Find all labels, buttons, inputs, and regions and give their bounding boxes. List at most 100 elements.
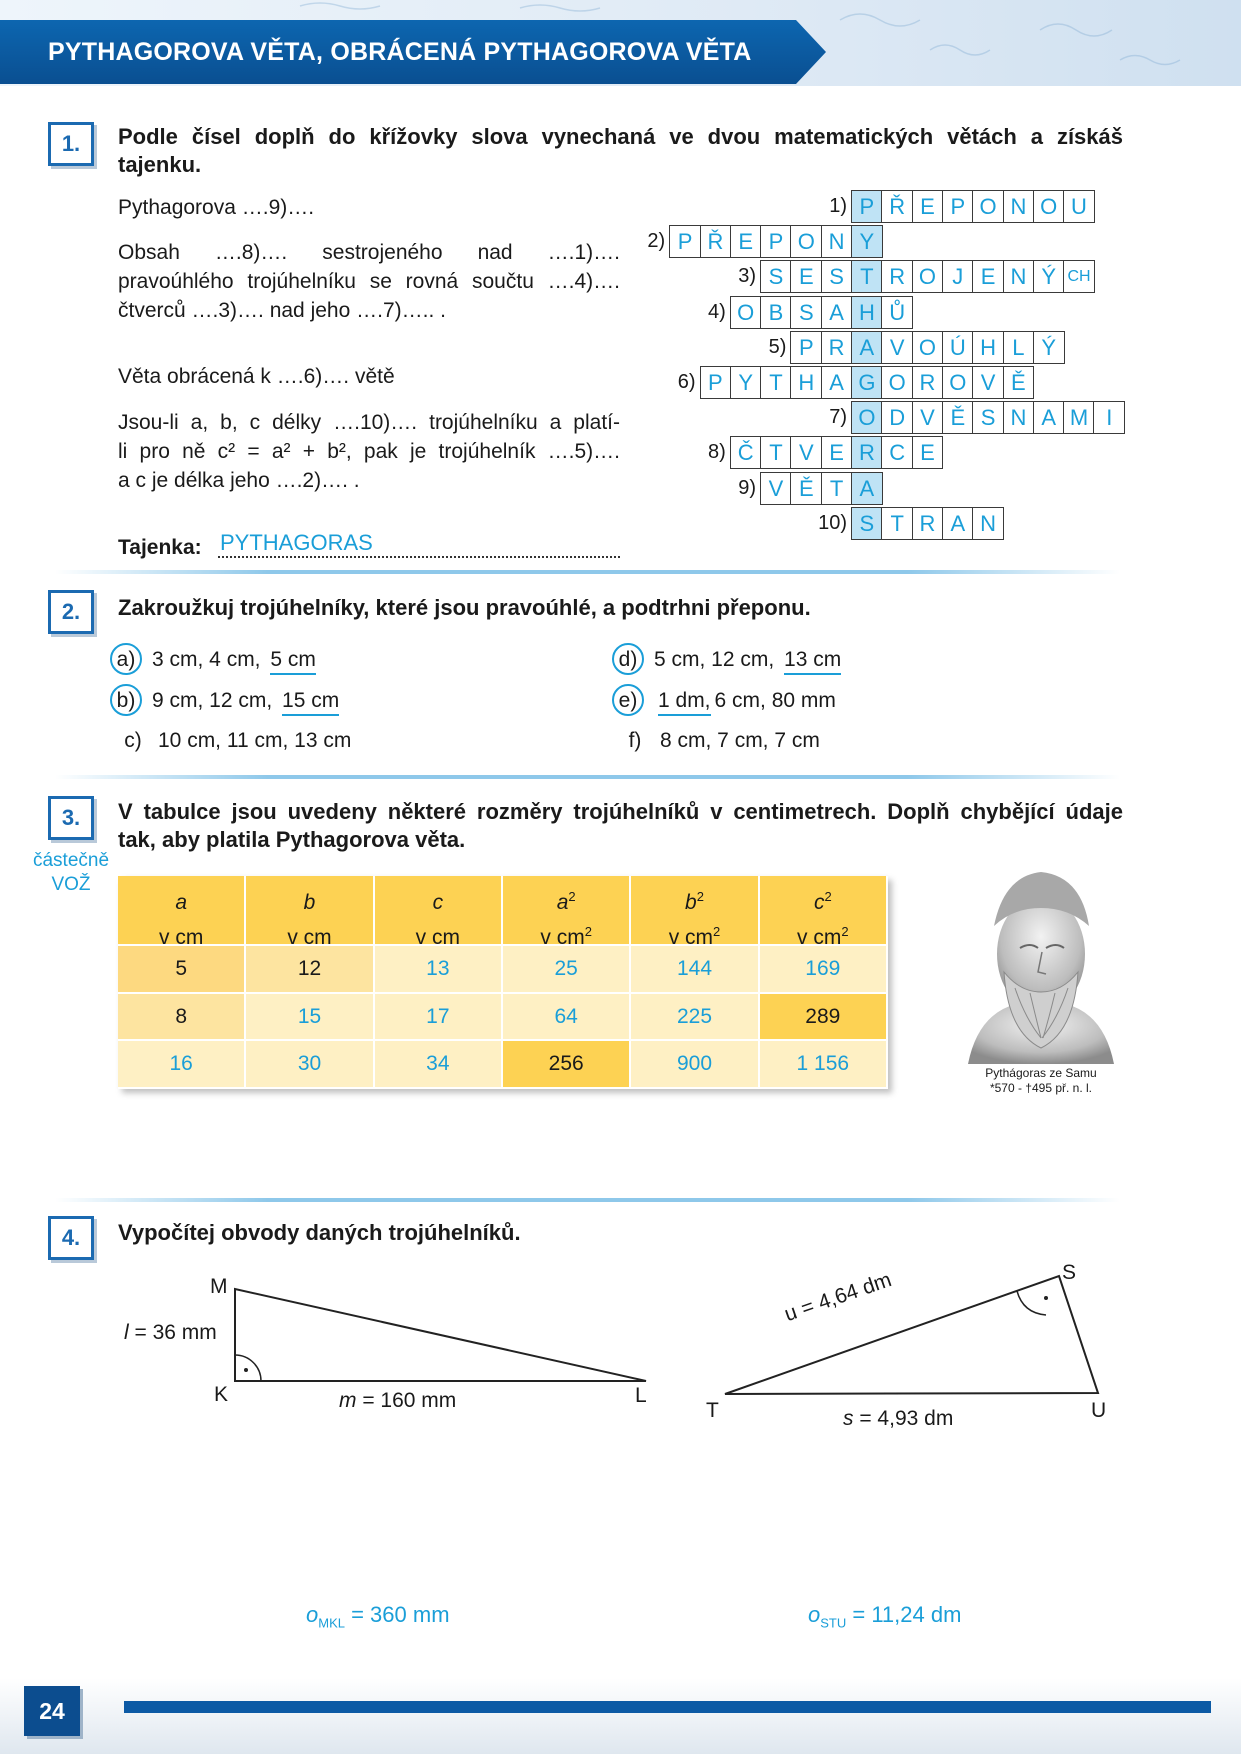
option-label[interactable]: d) — [612, 643, 644, 675]
crossword-cell[interactable]: R — [911, 366, 944, 399]
crossword-key-cell[interactable]: R — [851, 436, 883, 470]
table-cell-answer[interactable]: 900 — [631, 1041, 760, 1089]
crossword-cell[interactable]: H — [972, 330, 1004, 364]
crossword-cell[interactable]: Ů — [881, 295, 914, 329]
triangle-option[interactable]: c) 10 cm, 11 cm, 13 cm — [118, 726, 351, 755]
crossword-cell[interactable]: A — [820, 366, 853, 399]
triangle-option[interactable]: d) 5 cm, 12 cm, 13 cm — [612, 643, 845, 675]
crossword-cell[interactable]: T — [820, 471, 853, 505]
triangle-option[interactable]: a) 3 cm, 4 cm, 5 cm — [110, 643, 320, 675]
crossword-cell[interactable]: S — [972, 401, 1004, 435]
crossword-cell[interactable]: T — [760, 436, 792, 470]
option-label[interactable]: c) — [124, 729, 142, 752]
table-cell-answer[interactable]: 64 — [503, 993, 632, 1042]
crossword-cell[interactable]: S — [790, 295, 823, 329]
crossword-key-cell[interactable]: Y — [851, 225, 883, 259]
table-cell-answer[interactable]: 25 — [503, 946, 632, 994]
crossword-cell[interactable]: N — [1002, 190, 1035, 223]
crossword-cell[interactable]: O — [911, 260, 944, 294]
crossword-cell[interactable]: T — [881, 506, 914, 540]
triangle-option[interactable]: f) 8 cm, 7 cm, 7 cm — [620, 726, 820, 755]
table-cell-answer[interactable]: 144 — [631, 946, 760, 994]
crossword-cell[interactable]: N — [1002, 401, 1035, 435]
crossword-cell[interactable]: R — [911, 506, 944, 540]
table-cell-answer[interactable]: 16 — [118, 1041, 247, 1089]
crossword-cell[interactable]: E — [729, 225, 762, 259]
crossword-key-cell[interactable]: A — [851, 471, 883, 505]
table-cell-answer[interactable]: 15 — [246, 993, 375, 1042]
crossword-cell[interactable]: A — [820, 295, 853, 329]
crossword-cell[interactable]: L — [1002, 330, 1035, 364]
crossword-cell[interactable]: P — [699, 366, 732, 399]
crossword-cell[interactable]: D — [881, 401, 914, 435]
table-cell-answer[interactable]: 169 — [759, 946, 888, 994]
table-cell-answer[interactable]: 17 — [374, 993, 503, 1042]
crossword-cell[interactable]: O — [941, 366, 974, 399]
crossword-cell[interactable]: V — [972, 366, 1004, 399]
crossword-cell[interactable]: E — [820, 436, 853, 470]
crossword-cell[interactable]: P — [941, 190, 974, 223]
crossword-cell[interactable]: V — [881, 330, 914, 364]
crossword-cell[interactable]: E — [911, 436, 944, 470]
crossword-cell[interactable]: A — [941, 506, 974, 540]
crossword-cell[interactable]: Ý — [1032, 330, 1065, 364]
crossword-cell[interactable]: Č — [729, 436, 762, 470]
crossword-cell[interactable]: N — [1002, 260, 1035, 294]
crossword-cell[interactable]: V — [911, 401, 944, 435]
crossword-cell[interactable]: C — [881, 436, 914, 470]
crossword-cell[interactable]: O — [790, 225, 823, 259]
crossword-cell[interactable]: Ě — [941, 401, 974, 435]
triangle-option[interactable]: b) 9 cm, 12 cm, 15 cm — [110, 684, 343, 716]
crossword-cell[interactable]: P — [790, 330, 823, 364]
table-cell-answer[interactable]: 13 — [374, 946, 503, 994]
crossword-cell[interactable]: H — [790, 366, 823, 399]
crossword-cell[interactable]: A — [1032, 401, 1065, 435]
crossword-cell[interactable]: E — [911, 190, 944, 223]
crossword-cell[interactable]: M — [1063, 401, 1095, 435]
crossword-key-cell[interactable]: P — [851, 190, 883, 223]
crossword-cell[interactable]: P — [669, 225, 701, 259]
crossword-cell[interactable]: O — [972, 190, 1004, 223]
option-label[interactable]: b) — [110, 684, 142, 716]
crossword-key-cell[interactable]: H — [851, 295, 883, 329]
crossword-cell[interactable]: I — [1093, 401, 1126, 435]
crossword-cell[interactable]: Ě — [790, 471, 823, 505]
crossword-cell[interactable]: B — [760, 295, 792, 329]
crossword-key-cell[interactable]: S — [851, 506, 883, 540]
crossword-cell[interactable]: N — [972, 506, 1004, 540]
crossword-cell[interactable]: Ř — [699, 225, 732, 259]
crossword-cell[interactable]: Ř — [881, 190, 914, 223]
option-label[interactable]: a) — [110, 643, 142, 675]
crossword-cell[interactable]: S — [820, 260, 853, 294]
crossword-cell[interactable]: E — [972, 260, 1004, 294]
crossword-cell[interactable]: O — [911, 330, 944, 364]
crossword-cell[interactable]: O — [881, 366, 914, 399]
crossword-cell[interactable]: T — [760, 366, 792, 399]
crossword-cell[interactable]: E — [790, 260, 823, 294]
crossword-cell[interactable]: Ú — [941, 330, 974, 364]
crossword-cell[interactable]: R — [820, 330, 853, 364]
crossword-cell[interactable]: O — [1032, 190, 1065, 223]
crossword-cell[interactable]: R — [881, 260, 914, 294]
crossword-cell[interactable]: V — [790, 436, 823, 470]
crossword-cell[interactable]: V — [760, 471, 792, 505]
table-cell-answer[interactable]: 30 — [246, 1041, 375, 1089]
crossword-cell[interactable]: N — [820, 225, 853, 259]
crossword-cell[interactable]: O — [729, 295, 762, 329]
crossword-key-cell[interactable]: G — [851, 366, 883, 399]
crossword-key-cell[interactable]: T — [851, 260, 883, 294]
crossword-cell[interactable]: P — [760, 225, 792, 259]
crossword-cell[interactable]: U — [1063, 190, 1095, 223]
crossword-cell[interactable]: Ý — [1032, 260, 1065, 294]
crossword-cell[interactable]: Y — [729, 366, 762, 399]
crossword-key-cell[interactable]: O — [851, 401, 883, 435]
table-cell-answer[interactable]: 34 — [374, 1041, 503, 1089]
crossword-cell[interactable]: Ě — [1002, 366, 1035, 399]
crossword-key-cell[interactable]: A — [851, 330, 883, 364]
crossword-cell[interactable]: CH — [1063, 260, 1095, 294]
crossword-cell[interactable]: J — [941, 260, 974, 294]
table-cell-answer[interactable]: 1 156 — [759, 1041, 888, 1089]
crossword-cell[interactable]: S — [760, 260, 792, 294]
table-cell-answer[interactable]: 225 — [631, 993, 760, 1042]
option-label[interactable]: e) — [612, 684, 644, 716]
